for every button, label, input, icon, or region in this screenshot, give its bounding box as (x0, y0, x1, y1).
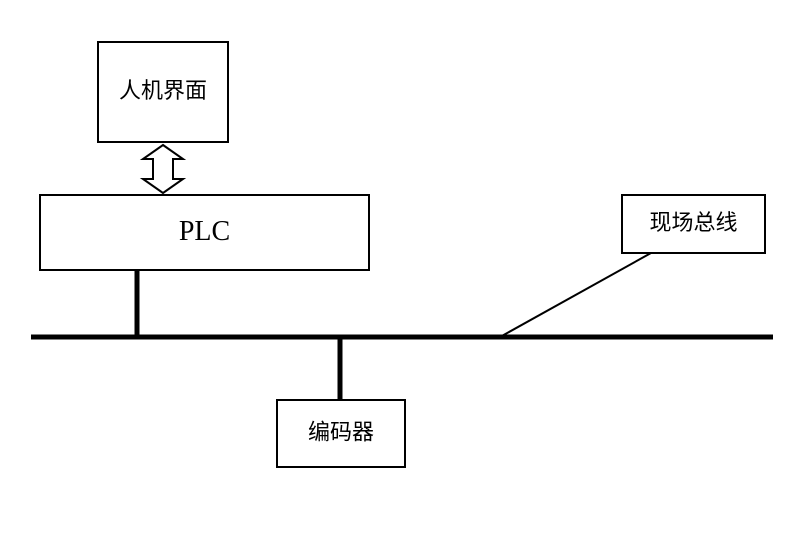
hmi-block-label: 人机界面 (119, 78, 207, 103)
encoder-block-label: 编码器 (308, 420, 374, 445)
fieldbus-label-block-label: 现场总线 (649, 210, 737, 235)
bus-label-leader-line (500, 253, 651, 337)
plc-block-label: PLC (179, 216, 230, 247)
hmi-plc-double-arrow (143, 145, 183, 193)
block-diagram: 人机界面 PLC 编码器 现场总线 (0, 0, 800, 545)
